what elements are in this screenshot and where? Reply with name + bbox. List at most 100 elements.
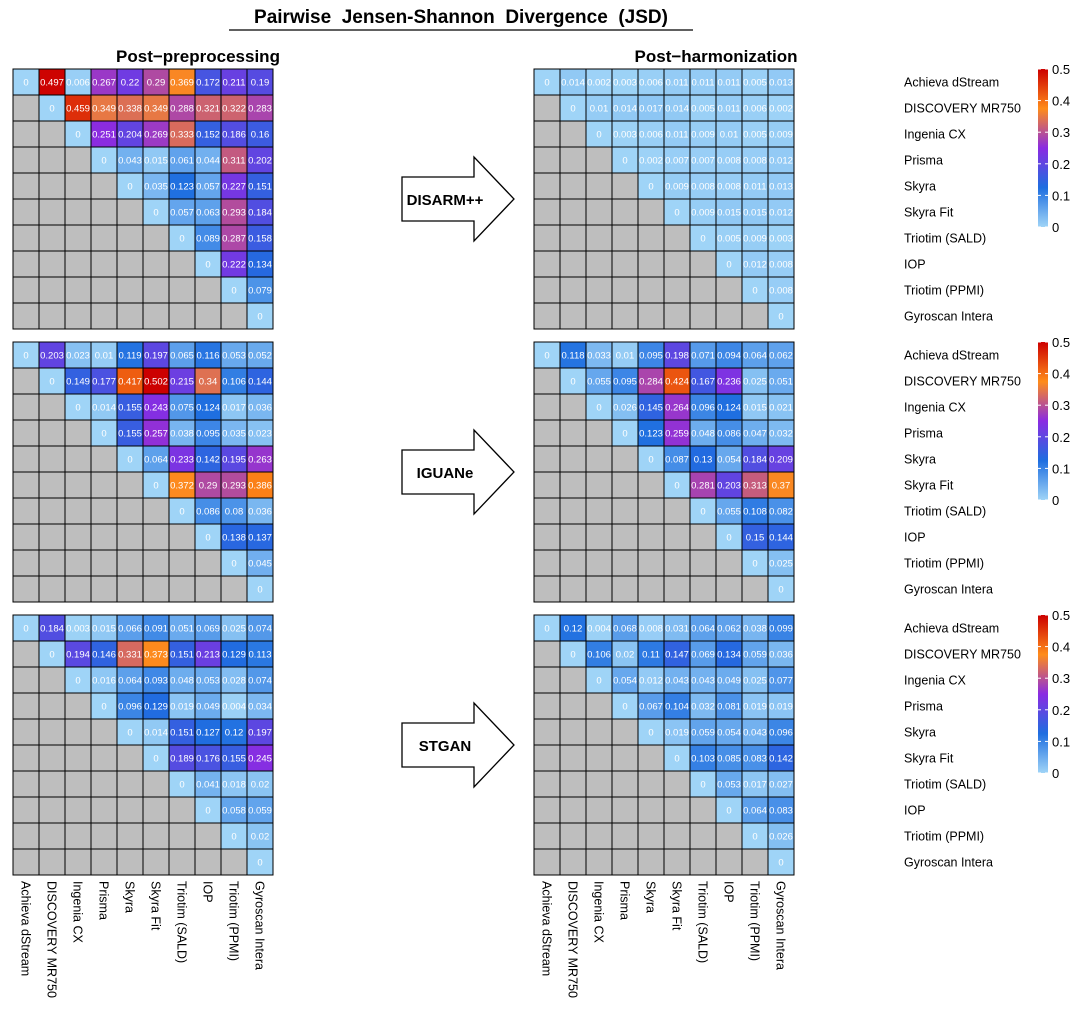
cell-label-iguane-pre-r6-c7: 0.086 [196,507,220,518]
cell-label-stgan-post-r3-c6: 0.032 [691,702,715,713]
cell-label-iguane-pre-r1-c6: 0.215 [170,377,194,388]
cell-stgan-pre-r9-c0 [12,848,40,876]
cell-label-iguane-post-r1-c2: 0.055 [587,377,611,388]
cell-stgan-post-r2-c9 [767,666,795,694]
cell-iguane-post-r0-c1 [559,341,587,369]
cell-label-stgan-pre-r0-c7: 0.069 [196,624,220,635]
row-label-iguane-prisma: Prisma [904,427,943,441]
cell-stgan-post-r6-c5 [663,770,691,798]
cell-iguane-post-r2-c1 [559,393,587,421]
cell-label-stgan-post-r2-c3: 0.054 [613,676,637,687]
cell-iguane-post-r4-c4 [637,445,665,473]
cell-label-stgan-post-r6-c8: 0.017 [743,780,767,791]
cell-label-iguane-post-r7-c9: 0.144 [769,533,793,544]
colorbar-tick-label: 0.2 [1052,430,1070,445]
cell-label-stgan-pre-r1-c3: 0.146 [92,650,116,661]
cell-iguane-pre-r5-c4 [116,471,144,499]
cell-label-iguane-post-r5-c5: 0 [674,481,679,492]
cell-iguane-pre-r1-c0 [12,367,40,395]
cell-iguane-post-r1-c3 [611,367,639,395]
cell-stgan-pre-r2-c6 [168,666,196,694]
cell-label-stgan-pre-r1-c6: 0.151 [170,650,194,661]
cell-label-stgan-pre-r0-c2: 0.003 [66,624,90,635]
cell-iguane-post-r3-c3 [611,419,639,447]
cell-stgan-post-r0-c9 [767,614,795,642]
cell-stgan-post-r2-c5 [663,666,691,694]
cell-label-disarm-post-r2-c4: 0.006 [639,130,663,141]
cell-iguane-pre-r3-c8 [220,419,248,447]
cell-stgan-pre-r7-c1 [38,796,66,824]
cell-label-disarm-pre-r6-c7: 0.089 [196,234,220,245]
cell-iguane-pre-r9-c8 [220,575,248,603]
colorbar-tick-label: 0 [1052,220,1059,235]
cell-stgan-post-r5-c3 [611,744,639,772]
colorbars: 00.10.20.30.40.500.10.20.30.40.500.10.20… [1038,62,1070,781]
cell-disarm-pre-r1-c0 [12,94,40,122]
cell-label-disarm-pre-r2-c7: 0.152 [196,130,220,141]
row-label-iguane-discovery-mr750: DISCOVERY MR750 [904,375,1021,389]
cell-iguane-post-r6-c0 [533,497,561,525]
cell-label-iguane-pre-r3-c3: 0 [101,429,106,440]
cell-label-disarm-post-r6-c8: 0.009 [743,234,767,245]
cell-iguane-post-r8-c5 [663,549,691,577]
cell-label-iguane-pre-r7-c9: 0.137 [248,533,272,544]
cell-label-stgan-pre-r2-c3: 0.016 [92,676,116,687]
cell-label-disarm-post-r8-c8: 0 [752,286,757,297]
method-label-iguane: IGUANe [417,465,474,482]
cell-disarm-pre-r6-c8 [220,224,248,252]
cell-label-disarm-pre-r1-c5: 0.349 [144,104,168,115]
cell-label-stgan-post-r1-c9: 0.036 [769,650,793,661]
col-label-pre-skyra: Skyra [123,881,137,913]
cell-stgan-post-r2-c3 [611,666,639,694]
method-arrows: DISARM++ IGUANe STGAN [401,155,515,789]
cell-iguane-post-r0-c3 [611,341,639,369]
cell-disarm-post-r3-c0 [533,146,561,174]
cell-stgan-pre-r9-c2 [64,848,92,876]
cell-stgan-pre-r5-c5 [142,744,170,772]
cell-stgan-pre-r3-c2 [64,692,92,720]
cell-stgan-pre-r4-c6 [168,718,196,746]
cell-label-disarm-post-r0-c0: 0 [544,78,549,89]
cell-disarm-post-r8-c1 [559,276,587,304]
cell-stgan-post-r3-c2 [585,692,613,720]
cell-stgan-pre-r4-c7 [194,718,222,746]
cell-disarm-pre-r6-c2 [64,224,92,252]
cell-label-iguane-pre-r0-c5: 0.197 [144,351,168,362]
cell-iguane-pre-r8-c1 [38,549,66,577]
cell-iguane-pre-r2-c9 [246,393,274,421]
cell-disarm-pre-r1-c5 [142,94,170,122]
cell-iguane-pre-r1-c5 [142,367,170,395]
cell-iguane-pre-r3-c2 [64,419,92,447]
cell-stgan-post-r3-c3 [611,692,639,720]
cell-label-iguane-pre-r7-c7: 0 [205,533,210,544]
cell-disarm-post-r7-c0 [533,250,561,278]
cell-label-iguane-pre-r4-c8: 0.195 [222,455,246,466]
colorbar-iguane: 0 0.1 0.2 0.3 0.4 0.5 [1038,335,1070,508]
cell-disarm-post-r2-c9 [767,120,795,148]
cell-stgan-post-r1-c1 [559,640,587,668]
cell-label-disarm-pre-r4-c9: 0.151 [248,182,272,193]
cell-iguane-post-r5-c2 [585,471,613,499]
cell-label-disarm-post-r4-c9: 0.013 [769,182,793,193]
cell-stgan-pre-r2-c5 [142,666,170,694]
cell-stgan-post-r8-c4 [637,822,665,850]
figure-title: Pairwise Jensen-Shannon Divergence (JSD) [254,7,668,28]
cell-label-iguane-post-r1-c6: 0.167 [691,377,715,388]
cell-iguane-post-r4-c3 [611,445,639,473]
cell-disarm-post-r1-c7 [715,94,743,122]
cell-stgan-post-r6-c0 [533,770,561,798]
cell-disarm-post-r4-c9 [767,172,795,200]
col-label-pre-ingenia-cx: Ingenia CX [71,881,85,944]
cell-label-iguane-pre-r3-c8: 0.035 [222,429,246,440]
cell-label-stgan-post-r4-c7: 0.054 [717,728,741,739]
cell-iguane-post-r6-c9 [767,497,795,525]
cell-label-disarm-pre-r0-c4: 0.22 [121,78,140,89]
cell-label-iguane-pre-r2-c4: 0.155 [118,403,142,414]
col-label-pre-triotim-sald: Triotim (SALD) [175,881,189,963]
cell-label-iguane-pre-r1-c7: 0.34 [199,377,218,388]
cell-iguane-pre-r7-c3 [90,523,118,551]
heatmap-disarm-post: 0 0.014 0.002 0.003 0.006 0.011 0.011 0.011 0.00… [533,68,795,330]
cell-label-disarm-post-r0-c9: 0.013 [769,78,793,89]
cell-disarm-pre-r5-c0 [12,198,40,226]
cell-label-iguane-pre-r0-c4: 0.119 [118,351,141,362]
